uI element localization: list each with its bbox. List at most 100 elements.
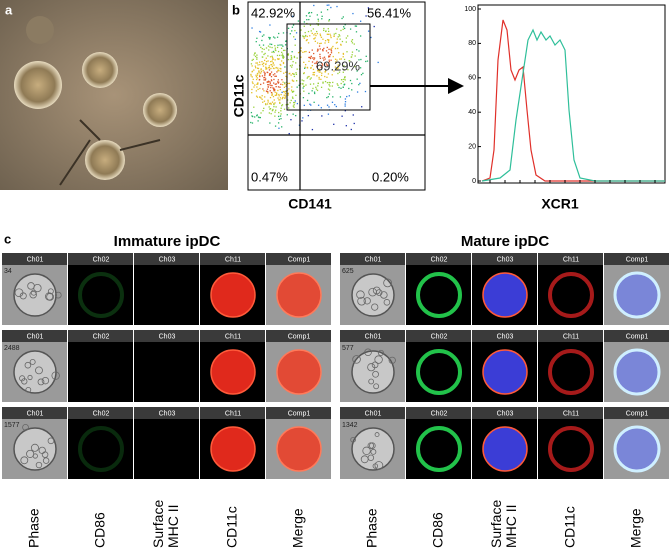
dot — [342, 71, 344, 73]
dot — [326, 39, 329, 41]
dot — [255, 78, 258, 81]
dot — [329, 54, 331, 56]
dot — [319, 42, 321, 45]
dot — [268, 36, 270, 39]
dot — [251, 70, 254, 73]
dot — [287, 94, 289, 96]
dot — [270, 71, 273, 73]
dot — [289, 72, 291, 75]
dot — [319, 48, 321, 50]
curve-xcr1 — [481, 28, 665, 182]
dot — [342, 52, 345, 55]
dot — [273, 103, 275, 106]
dot — [335, 42, 338, 44]
texture — [374, 355, 383, 364]
dot — [251, 27, 253, 29]
dot — [260, 97, 262, 99]
dot — [268, 112, 271, 114]
dot — [257, 83, 259, 85]
dot — [303, 72, 305, 74]
dot — [334, 58, 337, 60]
dot — [315, 62, 318, 64]
dot — [305, 15, 308, 17]
dot — [309, 83, 312, 85]
dot — [291, 64, 293, 66]
channel-header — [68, 330, 133, 342]
dot — [273, 82, 275, 84]
channel-header — [472, 330, 537, 342]
dot — [290, 99, 292, 102]
dot — [256, 37, 258, 39]
dot — [282, 55, 284, 57]
channel-label: Ch02 — [431, 256, 448, 263]
dot — [264, 72, 266, 74]
dot — [278, 118, 281, 121]
dot — [331, 101, 334, 103]
dot — [290, 55, 292, 57]
dot — [251, 92, 253, 94]
dot — [327, 96, 329, 98]
dot — [307, 30, 310, 33]
dot — [257, 82, 259, 84]
dot — [335, 32, 337, 35]
dot — [339, 35, 341, 37]
dot — [281, 60, 283, 62]
texture — [41, 451, 49, 458]
dot — [294, 44, 296, 46]
dot — [311, 64, 313, 67]
channel-image — [134, 265, 199, 325]
dot — [327, 28, 329, 30]
dot — [268, 67, 270, 69]
dot — [251, 65, 253, 67]
x-axis-label: XCR1 — [541, 196, 579, 212]
channel-header — [266, 330, 331, 342]
dot — [351, 82, 353, 85]
channel-label: Ch02 — [431, 333, 448, 340]
dot — [319, 33, 321, 35]
dot — [279, 86, 281, 88]
dot — [264, 79, 266, 81]
dot — [277, 86, 280, 88]
dot — [302, 36, 305, 38]
dot — [272, 108, 274, 111]
dot — [274, 83, 276, 85]
channel-header — [538, 253, 603, 265]
channel-label: Ch11 — [563, 410, 579, 417]
dot — [263, 59, 266, 61]
dot — [312, 87, 314, 90]
dot — [259, 87, 261, 90]
cell-ring — [416, 426, 462, 472]
dot — [280, 70, 282, 73]
dot — [270, 79, 273, 82]
dot — [328, 39, 330, 41]
channel-stain-label: MHC II — [503, 504, 519, 548]
dot — [313, 57, 315, 59]
dot — [316, 60, 318, 63]
dot — [277, 69, 279, 71]
dot — [276, 71, 278, 73]
dot — [293, 56, 296, 59]
dot — [256, 77, 259, 79]
cell — [82, 52, 118, 88]
dot — [327, 113, 330, 115]
dot — [313, 38, 315, 40]
channel-label: Ch01 — [365, 333, 382, 340]
dot — [320, 86, 323, 88]
dot — [328, 56, 330, 58]
dot — [270, 60, 272, 63]
dot — [268, 49, 270, 51]
dot — [261, 95, 263, 97]
dot — [310, 77, 312, 79]
dot — [331, 47, 333, 49]
dot — [284, 82, 286, 84]
channel-header — [134, 330, 199, 342]
dot — [318, 69, 320, 72]
dot — [269, 81, 271, 83]
channel-header — [340, 253, 405, 265]
dot — [264, 103, 267, 105]
dot — [324, 75, 326, 78]
dot — [279, 54, 281, 57]
dot — [269, 90, 271, 92]
dot — [328, 30, 330, 33]
dot — [284, 83, 286, 85]
